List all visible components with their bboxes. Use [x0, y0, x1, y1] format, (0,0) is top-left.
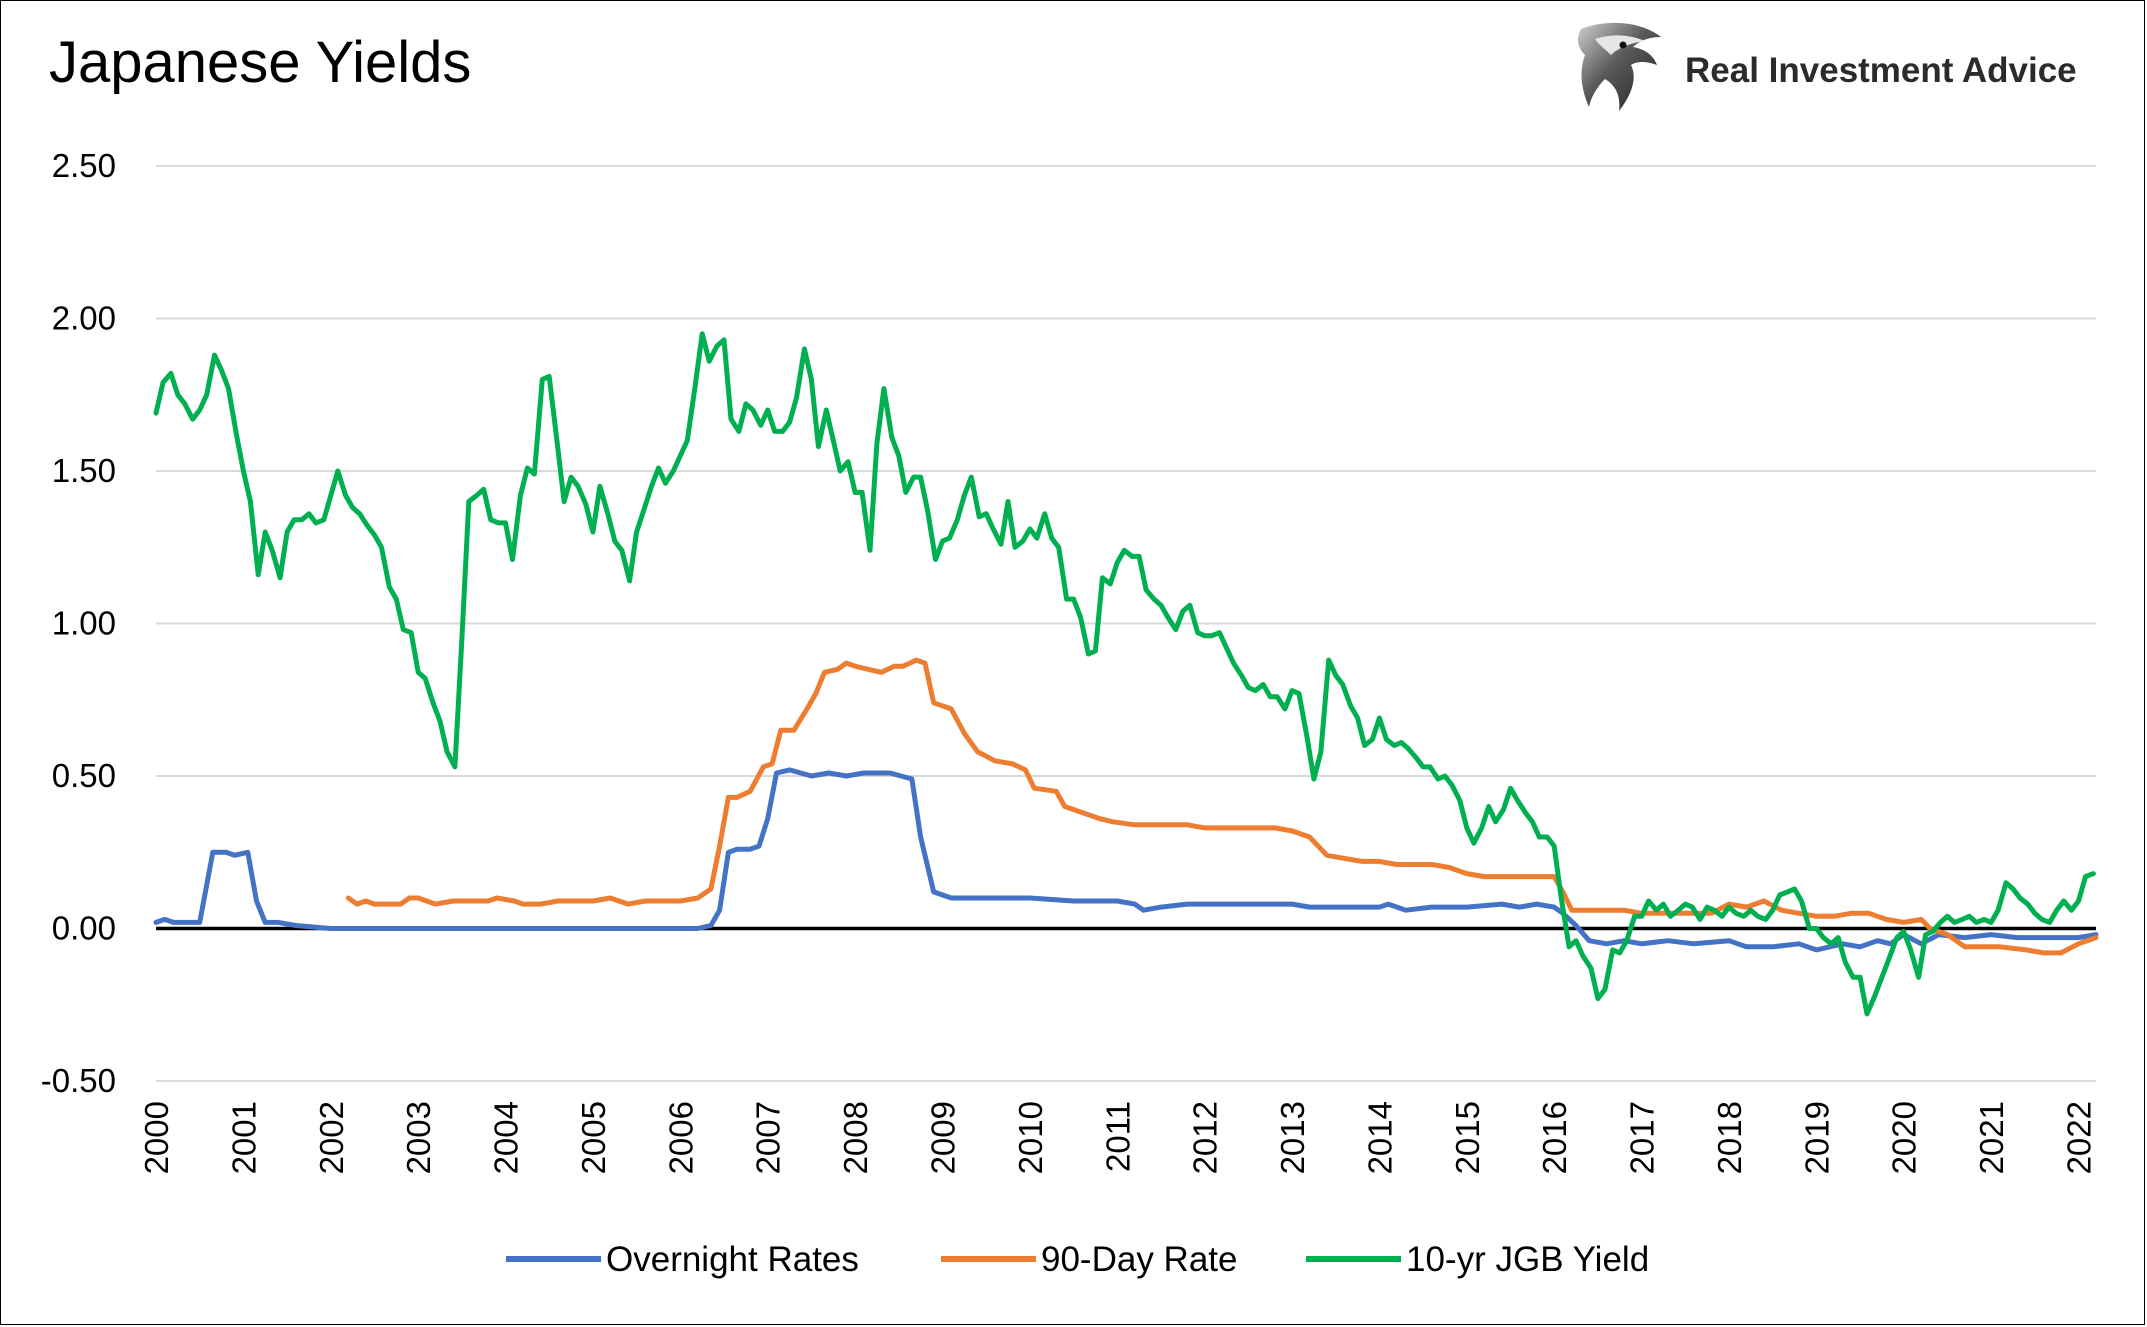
x-tick-label: 2015 [1449, 1101, 1486, 1174]
x-tick-label: 2016 [1536, 1101, 1573, 1174]
series-line-overnight-rates [153, 767, 2099, 953]
x-tick-label: 2007 [750, 1101, 787, 1174]
x-tick-label: 2005 [575, 1101, 612, 1174]
chart-title: Japanese Yields [49, 30, 472, 95]
x-tick-label: 2003 [400, 1101, 437, 1174]
y-tick-label: 0.50 [52, 757, 116, 794]
x-tick-label: 2001 [225, 1101, 262, 1174]
series-line-90-day-rate [345, 657, 2099, 956]
x-tick-label: 2010 [1012, 1101, 1049, 1174]
x-tick-label: 2017 [1624, 1101, 1661, 1174]
y-tick-label: 0.00 [52, 910, 116, 947]
y-tick-label: -0.50 [41, 1062, 116, 1099]
series-line-10-yr-jgb-yield [153, 331, 2096, 1017]
y-tick-label: 1.00 [52, 605, 116, 642]
legend-label: 90-Day Rate [1041, 1240, 1237, 1279]
x-tick-label: 2008 [837, 1101, 874, 1174]
y-axis-ticks: 2.50 2.00 1.50 1.00 0.50 0.00 -0.50 [41, 147, 116, 1099]
x-tick-label: 2012 [1187, 1101, 1224, 1174]
x-tick-label: 2019 [1798, 1101, 1835, 1174]
x-tick-label: 2006 [662, 1101, 699, 1174]
legend-label: Overnight Rates [606, 1240, 859, 1279]
x-tick-label: 2011 [1099, 1101, 1136, 1172]
y-tick-label: 2.50 [52, 147, 116, 184]
x-tick-label: 2000 [138, 1101, 175, 1174]
x-tick-label: 2014 [1361, 1101, 1398, 1174]
x-tick-label: 2009 [924, 1101, 961, 1174]
legend-label: 10-yr JGB Yield [1406, 1240, 1649, 1279]
x-tick-label: 2022 [2061, 1101, 2098, 1174]
series-lines [153, 331, 2099, 1017]
x-tick-label: 2020 [1886, 1101, 1923, 1174]
eagle-head-icon [1578, 22, 1661, 111]
x-axis-ticks: 2000 2001 2002 2003 2004 2005 2006 2007 2008 2009… [138, 1101, 2098, 1174]
x-tick-label: 2004 [488, 1101, 525, 1174]
y-tick-label: 2.00 [52, 300, 116, 337]
x-tick-label: 2002 [313, 1101, 350, 1174]
gridlines [156, 165, 2096, 1082]
y-tick-label: 1.50 [52, 452, 116, 489]
x-tick-label: 2018 [1711, 1101, 1748, 1174]
legend: Overnight Rates 90-Day Rate 10-yr JGB Yiel… [506, 1240, 1649, 1279]
x-tick-label: 2013 [1274, 1101, 1311, 1174]
brand-name: Real Investment Advice [1685, 51, 2077, 90]
brand-logo: Real Investment Advice [1561, 15, 2121, 125]
x-tick-label: 2021 [1973, 1101, 2010, 1174]
